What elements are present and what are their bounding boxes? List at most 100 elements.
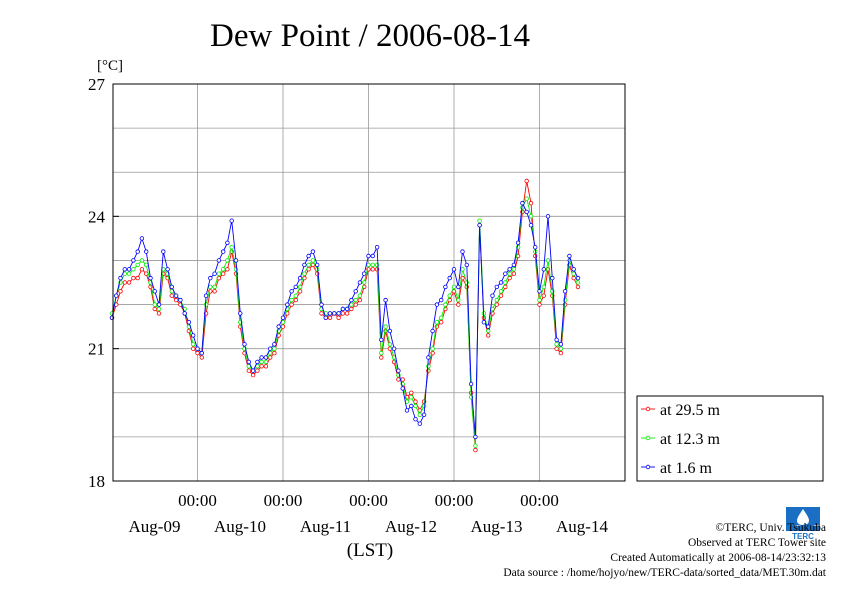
data-point: [409, 403, 414, 409]
data-point: [344, 306, 350, 312]
data-point: [357, 293, 363, 298]
data-point: [156, 302, 162, 307]
data-point: [421, 403, 427, 409]
legend-label: at 1.6 m: [660, 460, 713, 477]
data-point: [562, 289, 568, 294]
legend-swatch-marker: [645, 406, 651, 412]
data-point: [156, 306, 162, 312]
data-point: [383, 297, 388, 303]
legend-label: at 12.3 m: [660, 431, 721, 448]
data-point: [238, 311, 243, 316]
data-point: [259, 364, 264, 369]
data-point: [379, 355, 384, 360]
data-point: [190, 346, 196, 351]
footer-copyright: ©TERC, Univ. Tsukuba: [715, 522, 826, 534]
data-point: [310, 249, 316, 254]
data-point: [250, 368, 256, 373]
data-point: [336, 315, 341, 320]
data-point: [259, 359, 264, 365]
data-point: [357, 280, 363, 285]
data-point: [259, 355, 264, 360]
legend-label: at 29.5 m: [660, 402, 721, 419]
data-point: [126, 271, 132, 276]
legend-item: at 1.6 m: [641, 460, 713, 477]
data-point: [473, 447, 478, 453]
data-point: [503, 271, 508, 276]
data-point: [558, 342, 564, 347]
data-point: [387, 328, 393, 334]
data-point: [135, 275, 140, 281]
data-point: [434, 320, 440, 325]
data-point: [190, 333, 196, 338]
data-point: [272, 350, 277, 356]
data-point: [199, 355, 204, 360]
data-point: [246, 368, 251, 373]
data-point: [456, 284, 461, 290]
data-point: [229, 244, 234, 250]
data-point: [229, 218, 234, 223]
legend: at 29.5 m at 12.3 m at 1.6 m: [641, 402, 721, 477]
data-point: [426, 364, 431, 369]
data-point: [409, 395, 414, 400]
data-point: [126, 280, 132, 285]
data-point: [575, 280, 581, 285]
data-point: [203, 293, 209, 298]
data-point: [456, 302, 461, 307]
data-point: [212, 284, 217, 290]
data-point: [391, 346, 397, 351]
data-point: [404, 408, 410, 413]
data-point: [131, 267, 136, 272]
data-point: [233, 258, 239, 263]
footer-observed: Observed at TERC Tower site: [687, 537, 826, 549]
data-point: [379, 350, 384, 356]
data-point: [426, 355, 431, 360]
data-point: [118, 275, 123, 281]
y-tick-label: 21: [88, 340, 105, 359]
data-point: [417, 412, 422, 417]
data-point: [550, 275, 555, 281]
data-point: [208, 275, 213, 281]
data-point: [220, 267, 226, 272]
data-point: [323, 315, 328, 320]
data-point: [370, 262, 375, 268]
data-point: [139, 258, 145, 263]
data-point: [524, 209, 529, 215]
data-point: [293, 297, 298, 303]
x-tick-date-label: Aug-09: [129, 517, 181, 536]
series-3: [109, 200, 581, 440]
data-point: [357, 297, 363, 303]
data-point: [520, 200, 525, 206]
data-point: [537, 297, 542, 303]
series-layer: [109, 178, 581, 453]
data-point: [190, 342, 196, 347]
data-point: [575, 284, 581, 290]
data-point: [169, 293, 174, 298]
data-point: [293, 293, 298, 298]
data-point: [477, 218, 482, 223]
data-point: [268, 346, 273, 351]
data-point: [173, 293, 179, 298]
legend-swatch-marker: [645, 435, 651, 441]
data-point: [370, 267, 375, 272]
data-point: [541, 267, 546, 272]
data-point: [494, 284, 499, 290]
data-point: [430, 328, 435, 334]
data-point: [255, 368, 260, 373]
data-point: [507, 267, 512, 272]
data-point: [131, 258, 136, 263]
data-point: [139, 267, 145, 272]
data-point: [447, 293, 452, 298]
data-point: [195, 350, 200, 356]
data-point: [353, 302, 358, 307]
data-point: [353, 297, 358, 303]
data-point: [434, 302, 440, 307]
data-point: [216, 271, 222, 276]
data-point: [336, 311, 341, 316]
data-point: [319, 302, 324, 307]
data-point: [473, 434, 478, 440]
x-tick-date-label: Aug-10: [214, 517, 266, 536]
data-point: [327, 311, 333, 316]
grid-lines: [113, 84, 625, 481]
y-tick-label: 18: [88, 472, 105, 491]
footer-created: Created Automatically at 2006-08-14/23:3…: [610, 552, 826, 564]
